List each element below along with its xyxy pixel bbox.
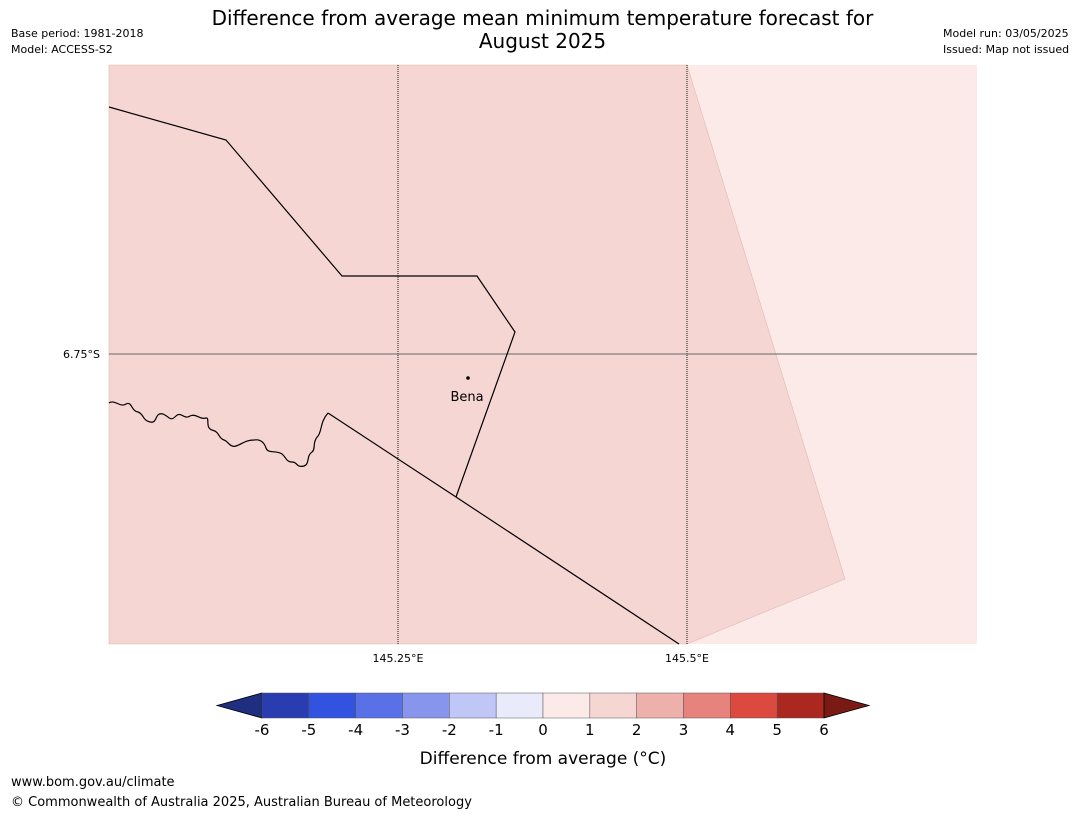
colorbar-bin [355, 692, 403, 719]
colorbar-tick-label: 4 [726, 721, 736, 739]
colorbar-title: Difference from average (°C) [420, 749, 667, 769]
colorbar-tick-label: -5 [301, 721, 316, 739]
colorbar-bin [261, 692, 310, 719]
colorbar-bin [636, 692, 684, 719]
bena-marker [466, 376, 470, 380]
colorbar-bin [589, 692, 637, 719]
colorbar-extend-below [215, 692, 263, 719]
colorbar-bin [495, 692, 544, 719]
colorbar-bins [215, 692, 871, 719]
colorbar-tick-label: 3 [679, 721, 689, 739]
province-boundary-north [108, 106, 516, 498]
base-period-label: Base period: 1981-2018 [11, 27, 144, 40]
colorbar-tick-label: -3 [395, 721, 410, 739]
issued-label: Issued: Map not issued [943, 43, 1070, 56]
province-boundary-west-river [108, 401, 329, 467]
colorbar-bin [683, 692, 731, 719]
map-title: Difference from average mean minimum tem… [150, 7, 935, 53]
province-boundary-south [327, 412, 680, 645]
colorbar-tick-label: 2 [632, 721, 642, 739]
footer-copyright: © Commonwealth of Australia 2025, Austra… [11, 795, 472, 810]
footer-url: www.bom.gov.au/climate [11, 775, 175, 790]
map-panel: Bena 6.75°S 145.25°E 145.5°E [63, 64, 977, 665]
colorbar-tick-label: -1 [489, 721, 504, 739]
colorbar-tick-label: -6 [255, 721, 270, 739]
colorbar-bin [449, 692, 497, 719]
colorbar-bin [542, 692, 591, 719]
map-canvas: Bena 6.75°S 145.25°E 145.5°E [63, 64, 977, 665]
colorbar-tick-label: 6 [819, 721, 829, 739]
colorbar-tick-labels: -6 -5 -4 -3 -2 -1 0 1 2 3 4 5 6 [255, 721, 829, 739]
legend-colorbar: -6 -5 -4 -3 -2 -1 0 1 2 3 4 5 6 Difference from aver… [215, 692, 871, 769]
colorbar-tick-label: 1 [585, 721, 595, 739]
model-run-label: Model run: 03/05/2025 [943, 27, 1069, 40]
colorbar-tick-label: 5 [772, 721, 782, 739]
colorbar-tick-label: 0 [538, 721, 548, 739]
longitude-label-145-25: 145.25°E [373, 652, 424, 665]
longitude-label-145-5: 145.5°E [665, 652, 709, 665]
map-title-line-1: Difference from average mean minimum tem… [211, 6, 874, 30]
colorbar-bin [308, 692, 356, 719]
colorbar-tick-label: -4 [348, 721, 363, 739]
latitude-label: 6.75°S [63, 348, 100, 361]
map-title-line-2: August 2025 [478, 29, 607, 53]
colorbar-bin [730, 692, 778, 719]
model-label: Model: ACCESS-S2 [11, 43, 113, 56]
bena-label: Bena [450, 390, 483, 405]
colorbar-bin [776, 692, 825, 719]
colorbar-bin [402, 692, 450, 719]
colorbar-tick-label: -2 [442, 721, 457, 739]
colorbar-extend-above [823, 692, 871, 719]
